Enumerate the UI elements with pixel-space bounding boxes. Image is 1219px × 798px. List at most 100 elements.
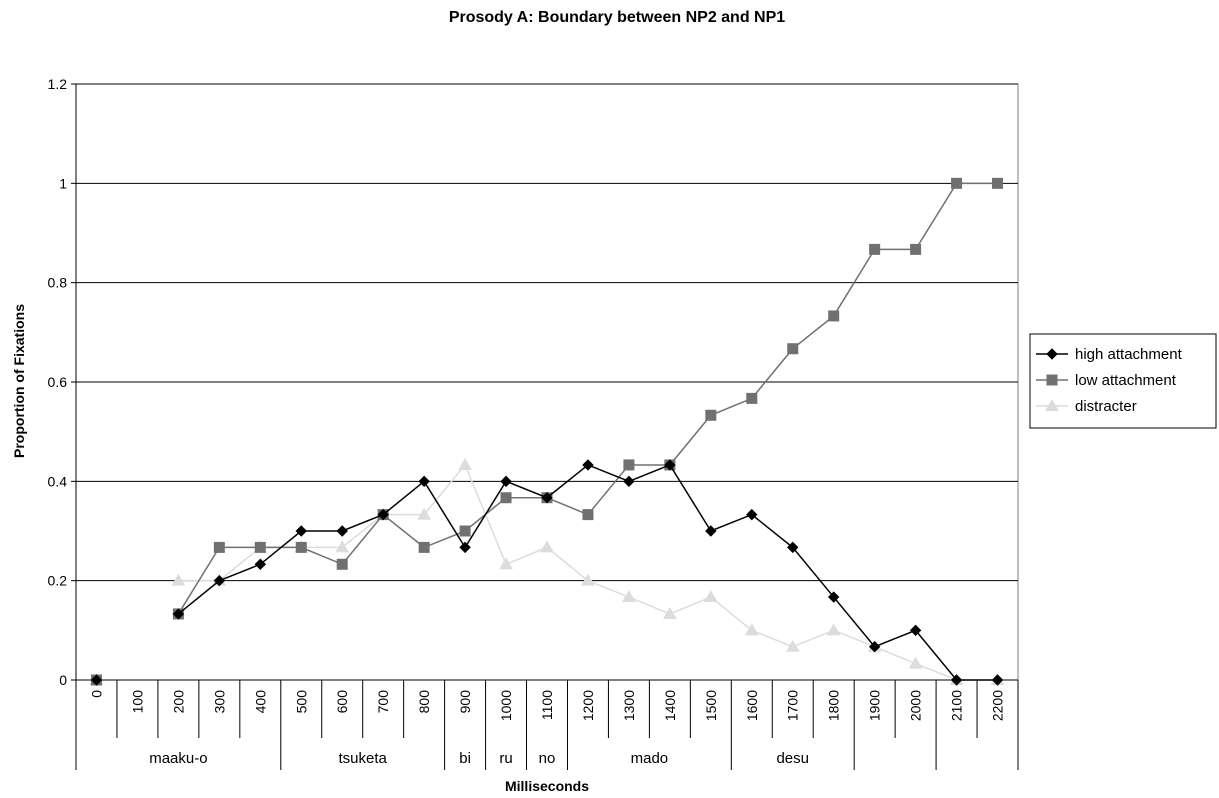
legend-label: high attachment — [1075, 346, 1183, 363]
data-point — [664, 459, 676, 471]
y-tick-label: 1 — [59, 175, 67, 191]
data-point — [171, 573, 186, 586]
data-point — [581, 573, 595, 586]
data-point — [992, 177, 1004, 189]
word-segment-label: desu — [776, 750, 809, 767]
y-axis-title: Proportion of Fixations — [11, 304, 27, 458]
data-point — [623, 459, 635, 471]
y-tick-label: 0.4 — [48, 473, 68, 489]
legend-label: distracter — [1075, 398, 1137, 415]
data-point — [500, 475, 512, 488]
x-tick-label: 1500 — [703, 690, 719, 721]
x-tick-label: 2200 — [990, 690, 1006, 721]
data-point — [172, 608, 185, 620]
data-point — [418, 475, 430, 488]
word-segment-label: mado — [631, 750, 669, 767]
x-tick-label: 800 — [416, 690, 432, 714]
data-point — [991, 674, 1004, 686]
data-point — [909, 624, 922, 637]
data-point — [908, 656, 923, 669]
data-point — [582, 459, 594, 471]
data-point — [90, 674, 103, 686]
data-point — [295, 541, 307, 553]
data-point — [499, 557, 513, 570]
word-segment-label: maaku-o — [149, 750, 207, 767]
data-point — [869, 243, 881, 255]
x-tick-label: 1200 — [580, 690, 596, 721]
x-tick-label: 300 — [211, 690, 227, 714]
x-tick-label: 500 — [293, 690, 309, 714]
data-point — [868, 641, 881, 653]
data-point — [951, 177, 963, 189]
data-point — [746, 392, 758, 404]
plot-area: 0 0.2 0.4 0.6 0.8 1 1.2 0 100 200 300 400 500 600 700 8… — [48, 76, 1019, 770]
legend-box — [1029, 333, 1217, 429]
data-point — [336, 558, 348, 570]
x-axis-title: Milliseconds — [505, 778, 589, 794]
x-tick-label: 1400 — [662, 690, 678, 721]
legend-marker — [1045, 398, 1059, 411]
data-point — [295, 525, 307, 537]
data-point — [458, 457, 472, 470]
data-point — [254, 541, 266, 553]
chart-title: Prosody A: Boundary between NP2 and NP1 — [449, 9, 785, 26]
y-tick-label: 0 — [59, 672, 67, 688]
legend-marker — [1046, 374, 1058, 386]
data-point — [541, 492, 553, 504]
data-point — [746, 508, 758, 521]
data-point — [623, 475, 635, 488]
data-point — [418, 541, 430, 553]
y-tick-label: 1.2 — [48, 76, 68, 92]
x-tick-label: 600 — [334, 690, 350, 714]
data-point — [787, 541, 799, 554]
x-tick-label: 900 — [457, 690, 473, 714]
data-point — [910, 243, 922, 255]
word-segment-label: ru — [499, 750, 512, 767]
x-tick-label: 1700 — [785, 690, 801, 721]
x-tick-label: 100 — [129, 690, 145, 714]
data-point — [826, 623, 841, 636]
data-point — [785, 639, 800, 652]
x-tick-label: 1100 — [539, 690, 555, 720]
data-point — [335, 540, 350, 553]
data-point — [213, 574, 226, 587]
x-tick-label: 1900 — [867, 690, 883, 721]
word-segment-label: bi — [459, 750, 471, 767]
data-point — [705, 525, 717, 537]
data-point — [540, 540, 554, 553]
y-tick-label: 0.6 — [48, 374, 68, 390]
data-point — [459, 541, 471, 554]
x-tick-label: 700 — [375, 690, 391, 714]
x-tick-label: 2100 — [949, 690, 965, 721]
x-tick-label: 1300 — [621, 690, 637, 721]
y-tick-label: 0.8 — [48, 275, 68, 291]
data-point — [787, 343, 799, 355]
data-point — [703, 590, 718, 603]
y-tick-label: 0.2 — [48, 573, 68, 589]
word-segment-label: no — [539, 750, 556, 767]
data-point — [500, 492, 512, 504]
x-tick-label: 0 — [88, 690, 104, 698]
chart-legend: high attachment low attachment distracter — [1029, 333, 1217, 429]
data-point — [622, 590, 636, 603]
data-point — [459, 525, 471, 537]
data-point — [377, 508, 389, 521]
x-tick-label: 1000 — [498, 690, 514, 721]
word-segment-label: tsuketa — [339, 750, 388, 767]
data-point — [417, 507, 431, 520]
data-point — [336, 525, 348, 537]
data-point — [254, 558, 267, 570]
data-point — [582, 509, 594, 521]
series-high-attachment — [90, 459, 1004, 686]
x-tick-label: 1800 — [826, 690, 842, 721]
x-tick-label: 400 — [252, 690, 268, 714]
x-tick-label: 200 — [170, 690, 186, 714]
data-point — [213, 541, 225, 553]
data-point — [705, 409, 717, 421]
data-point — [663, 606, 677, 619]
x-tick-label: 1600 — [744, 690, 760, 721]
data-point — [744, 623, 759, 636]
data-point — [950, 674, 963, 686]
x-tick-label: 2000 — [908, 690, 924, 721]
